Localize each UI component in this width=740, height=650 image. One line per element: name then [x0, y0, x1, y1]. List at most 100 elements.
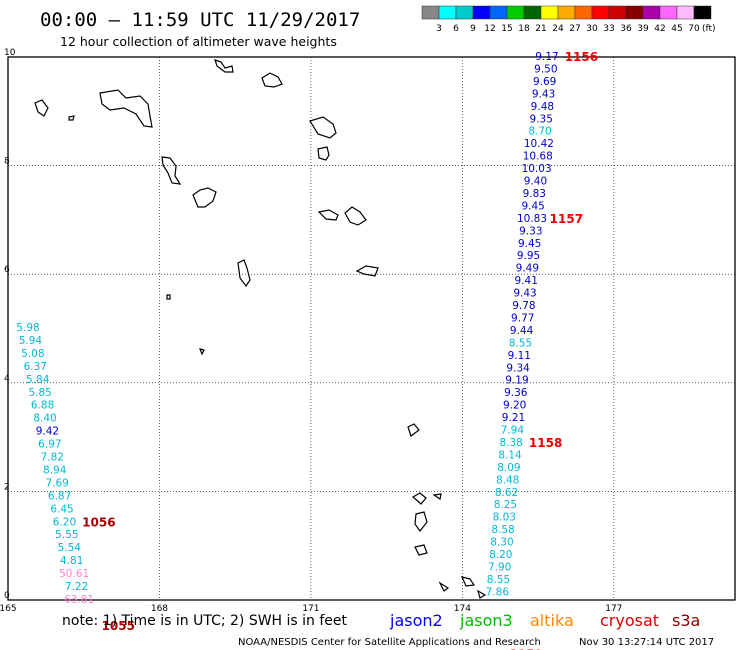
footer-credit: NOAA/NESDIS Center for Satellite Applica… — [238, 637, 541, 648]
color-scale-swatch — [489, 5, 508, 20]
wave-height-value: 8.94 — [43, 464, 67, 476]
wave-height-value: 5.54 — [58, 542, 82, 554]
latitude-label: 6 — [4, 265, 10, 275]
wave-height-value: 8.55 — [509, 337, 532, 349]
island-outline — [99, 89, 153, 128]
wave-height-value: 9.69 — [533, 76, 556, 88]
latitude-label: 10 — [4, 48, 16, 58]
map-frame — [7, 56, 736, 601]
island-outline — [192, 187, 217, 208]
wave-height-value: 10.03 — [522, 163, 552, 175]
wave-height-value: 8.25 — [494, 499, 517, 511]
wave-height-value: 5.94 — [19, 335, 43, 347]
color-scale-label: 39 — [637, 24, 649, 34]
color-scale-swatch — [455, 5, 474, 20]
wave-height-value: 9.43 — [513, 288, 536, 300]
lat-lon-grid: 165 168 171 174 177 0 2 4 6 8 10 — [0, 48, 736, 614]
color-scale-unit: (ft) — [702, 24, 716, 34]
island-outline — [199, 348, 205, 356]
wave-height-value: 6.37 — [24, 361, 47, 373]
map-subtitle: 12 hour collection of altimeter wave hei… — [60, 34, 337, 49]
color-scale-swatch — [625, 5, 644, 20]
wave-height-value: 9.77 — [511, 312, 534, 324]
color-scale-swatch — [472, 5, 491, 20]
wave-height-value: 8.09 — [497, 462, 520, 474]
satellite-legend-item: jason2 — [389, 611, 443, 630]
wave-height-value: 8.03 — [493, 512, 516, 524]
satellite-track: 9.179.509.699.439.489.358.7010.4210.6810… — [486, 50, 598, 650]
legend-note: note: 1) Time is in UTC; 2) SWH is in fe… — [62, 613, 348, 629]
longitude-label: 165 — [0, 604, 17, 614]
wave-height-value: 5.84 — [26, 374, 50, 386]
wave-height-value: 7.86 — [486, 586, 510, 598]
wave-height-value: 9.17 — [535, 51, 558, 63]
wave-height-value: 9.19 — [505, 375, 528, 387]
color-scale-label: 36 — [620, 24, 632, 34]
latitude-label: 0 — [4, 591, 10, 601]
pass-time-label: 1156 — [565, 50, 598, 64]
wave-height-value: 7.69 — [45, 477, 68, 489]
wave-height-value: 8.40 — [33, 413, 56, 425]
wave-height-value: 9.45 — [521, 200, 544, 212]
color-scale: 3 6 9 12 15 18 21 24 27 30 33 36 39 42 45 70 (ft) — [421, 5, 716, 34]
color-scale-swatch — [421, 5, 440, 20]
color-scale-label: 18 — [518, 24, 530, 34]
color-scale-label: 33 — [603, 24, 614, 34]
wave-height-value: 7.94 — [501, 425, 525, 437]
color-scale-swatch — [438, 5, 457, 20]
island-outline — [355, 265, 379, 277]
color-scale-swatch — [659, 5, 678, 20]
island-outline — [414, 511, 428, 533]
color-scale-label: 70 — [688, 24, 700, 34]
satellite-legend: jason2 jason3 altika cryosat s3a — [389, 611, 700, 630]
satellite-track: 5.985.945.086.375.845.856.888.409.426.97… — [16, 322, 135, 633]
wave-height-value: 10.83 — [517, 213, 547, 225]
longitude-label: 177 — [605, 604, 622, 614]
coastlines — [34, 59, 487, 599]
wave-height-value: 50.61 — [59, 568, 89, 580]
island-outline — [317, 146, 330, 161]
pass-time-label: 1159 — [509, 648, 542, 650]
wave-height-value: 5.08 — [21, 348, 44, 360]
island-outline — [317, 209, 339, 221]
island-outline — [438, 581, 450, 592]
wave-height-value: 9.43 — [532, 88, 555, 100]
color-scale-label: 30 — [586, 24, 598, 34]
color-scale-swatch — [642, 5, 661, 20]
wave-height-value: 6.87 — [48, 490, 71, 502]
wave-height-value: 6.97 — [38, 439, 61, 451]
wave-height-value: 5.55 — [55, 529, 78, 541]
wave-height-value: 8.30 — [490, 537, 513, 549]
wave-height-value: 6.88 — [31, 400, 54, 412]
island-outline — [214, 59, 234, 73]
island-outline — [161, 156, 182, 185]
wave-height-value: 5.85 — [28, 387, 51, 399]
island-outline — [68, 115, 75, 121]
pass-time-label: 1158 — [529, 436, 562, 450]
wave-height-value: 9.11 — [508, 350, 531, 362]
color-scale-swatch — [608, 5, 627, 20]
pass-time-label: 1056 — [82, 515, 115, 529]
wave-height-value: 8.14 — [498, 449, 522, 461]
color-scale-label: 24 — [552, 24, 564, 34]
island-outline — [432, 493, 442, 500]
color-scale-label: 3 — [436, 24, 442, 34]
wave-height-value: 9.49 — [516, 263, 539, 275]
pass-time-label: 1055 — [102, 619, 135, 633]
color-scale-label: 15 — [501, 24, 512, 34]
wave-height-value: 9.45 — [518, 238, 541, 250]
satellite-legend-item: altika — [530, 611, 574, 630]
color-scale-label: 27 — [569, 24, 580, 34]
color-scale-label: 6 — [453, 24, 459, 34]
color-scale-label: 21 — [535, 24, 546, 34]
island-outline — [34, 99, 49, 117]
wave-height-value: 9.33 — [519, 225, 542, 237]
wave-height-value: 9.44 — [510, 325, 534, 337]
island-outline — [166, 294, 171, 300]
wave-height-value: 8.58 — [491, 524, 514, 536]
satellite-legend-item: jason3 — [459, 611, 513, 630]
island-outline — [477, 589, 487, 599]
longitude-label: 174 — [454, 604, 471, 614]
island-outline — [237, 259, 251, 288]
